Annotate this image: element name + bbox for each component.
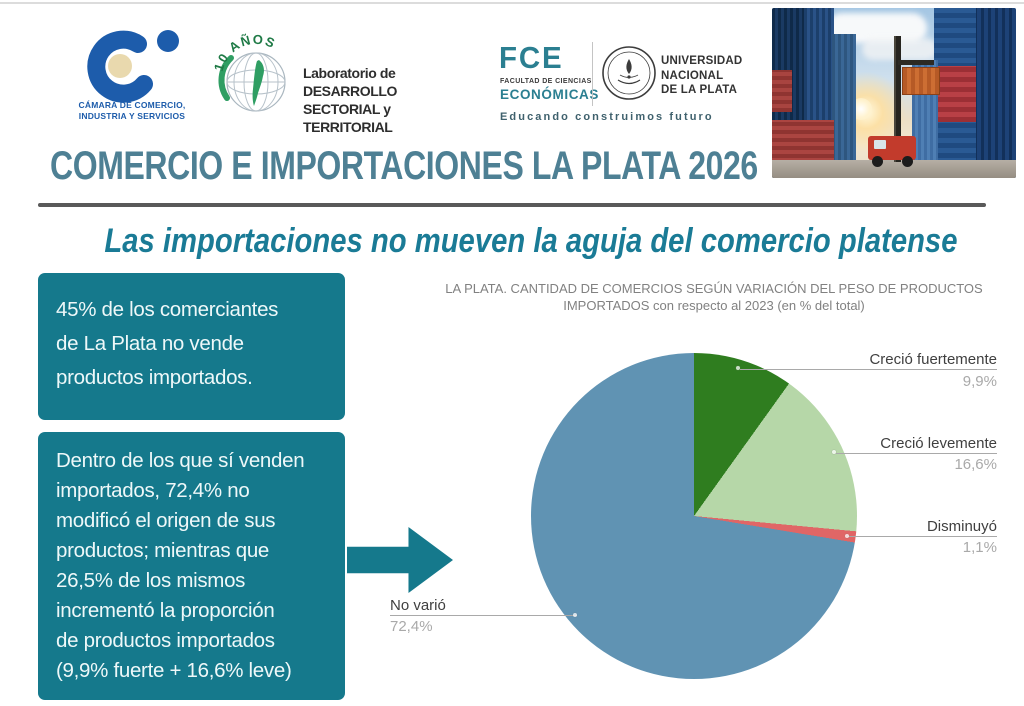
unlp-seal-icon [602, 46, 656, 100]
reach-stacker-window [874, 140, 886, 149]
cci-logo-text: CÁMARA DE COMERCIO, INDUSTRIA Y SERVICIO… [52, 100, 212, 121]
red-containers-right [934, 66, 976, 122]
fce-faculty-line: FACULTAD DE CIENCIAS [500, 78, 592, 85]
lab-title-line2: SECTORIAL y TERRITORIAL [303, 101, 393, 135]
leader-dot-no-vario [573, 613, 577, 617]
slice-label-crecio-fuertemente: Creció fuertemente [869, 351, 997, 368]
unlp-name: UNIVERSIDAD NACIONAL DE LA PLATA [661, 54, 742, 98]
cci-org-line2: INDUSTRIA Y SERVICIOS [78, 110, 186, 121]
callout-box-1-text: 45% de los comerciantes de La Plata no v… [56, 298, 279, 389]
slice-pct-no-vario: 72,4% [390, 618, 433, 635]
fce-logo-mark: FCE [499, 40, 564, 75]
slice-pct-crecio-fuertemente: 9,9% [962, 373, 997, 390]
lifted-orange-container [902, 67, 940, 95]
slice-pct-crecio-levemente: 16,6% [954, 456, 997, 473]
reach-stacker-wheel [872, 156, 883, 167]
leader-line-crecio-fuertemente [740, 369, 997, 370]
leader-line-crecio-levemente [836, 453, 997, 454]
chart-title: LA PLATA. CANTIDAD DE COMERCIOS SEGÚN VA… [445, 281, 983, 313]
reach-stacker-wheel [902, 156, 913, 167]
callout-box-1: 45% de los comerciantes de La Plata no v… [38, 273, 345, 420]
top-border [0, 2, 1024, 4]
container-stack-left-near [832, 34, 856, 178]
fce-motto: Educando construimos futuro [500, 111, 714, 123]
pie-chart [531, 353, 857, 679]
reach-stacker-boom [898, 60, 934, 65]
unlp-line2: NACIONAL [661, 69, 724, 82]
callout-box-2: Dentro de los que sí venden importados, … [38, 432, 345, 700]
lab-title-line1: Laboratorio de DESARROLLO [303, 65, 398, 99]
reach-stacker-mast [894, 36, 901, 162]
lab-title: Laboratorio de DESARROLLO SECTORIAL y TE… [303, 64, 463, 136]
arrow-right-icon [347, 527, 453, 593]
cci-logo-icon [87, 30, 179, 103]
red-containers-left-bottom [772, 120, 834, 166]
unlp-line3: DE LA PLATA [661, 84, 738, 96]
leader-line-disminuyo [848, 536, 997, 537]
title-divider [38, 203, 986, 207]
containers-photo [772, 8, 1016, 178]
red-containers-left-mid [772, 70, 792, 112]
cci-org-line1: CÁMARA DE COMERCIO, [78, 100, 186, 110]
globe-10-anos-icon: 10 AÑOS [212, 32, 286, 112]
leader-dot-crecio-fuertemente [736, 366, 740, 370]
photo-ground [772, 160, 1016, 178]
slice-label-crecio-levemente: Creció levemente [880, 435, 997, 452]
page-subtitle: Las importaciones no mueven la aguja del… [104, 222, 958, 260]
unlp-line1: UNIVERSIDAD [661, 55, 743, 67]
leader-dot-disminuyo [845, 534, 849, 538]
fce-economicas-line: ECONÓMICAS [500, 87, 600, 102]
leader-dot-crecio-levemente [832, 450, 836, 454]
callout-box-2-text: Dentro de los que sí venden importados, … [56, 449, 305, 682]
leader-line-no-vario [390, 615, 577, 616]
container-stack-right-far [974, 8, 1016, 178]
slice-pct-disminuyo: 1,1% [962, 539, 997, 556]
logo-divider [592, 42, 593, 106]
slice-label-disminuyo: Disminuyó [926, 518, 997, 535]
page-title: COMERCIO E IMPORTACIONES LA PLATA 2026 [50, 144, 758, 188]
slice-label-no-vario: No varió [390, 597, 446, 614]
